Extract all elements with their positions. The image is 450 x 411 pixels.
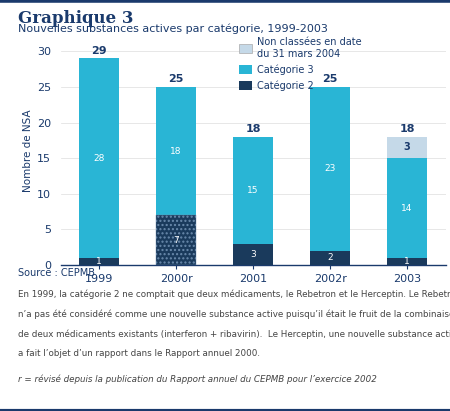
Bar bbox=[233, 137, 273, 244]
Bar bbox=[310, 87, 350, 251]
Bar bbox=[156, 215, 196, 265]
Text: Nouvelles substances actives par catégorie, 1999-2003: Nouvelles substances actives par catégor… bbox=[18, 24, 328, 35]
Text: 18: 18 bbox=[399, 124, 415, 134]
Text: 14: 14 bbox=[401, 203, 413, 212]
Legend: Non classées en date
du 31 mars 2004, Catégorie 3, Catégorie 2: Non classées en date du 31 mars 2004, Ca… bbox=[239, 37, 362, 90]
Text: 3: 3 bbox=[250, 250, 256, 259]
Text: 25: 25 bbox=[168, 74, 184, 84]
Bar bbox=[79, 58, 119, 258]
Text: 7: 7 bbox=[173, 236, 179, 245]
Text: Source : CEPMB: Source : CEPMB bbox=[18, 268, 95, 277]
Text: r = révisé depuis la publication du Rapport annuel du CEPMB pour l’exercice 2002: r = révisé depuis la publication du Rapp… bbox=[18, 375, 377, 384]
Text: 15: 15 bbox=[248, 186, 259, 195]
Bar bbox=[387, 137, 427, 158]
Bar bbox=[156, 87, 196, 215]
Text: 3: 3 bbox=[404, 143, 410, 152]
Text: 29: 29 bbox=[91, 46, 107, 55]
Text: 28: 28 bbox=[94, 154, 105, 163]
Bar bbox=[310, 251, 350, 265]
Bar bbox=[387, 158, 427, 258]
Text: En 1999, la catégorie 2 ne comptait que deux médicaments, le Rebetron et le Herc: En 1999, la catégorie 2 ne comptait que … bbox=[18, 290, 450, 299]
Text: 1: 1 bbox=[404, 257, 410, 266]
Text: n’a pas été considéré comme une nouvelle substance active puisqu’il était le fru: n’a pas été considéré comme une nouvelle… bbox=[18, 309, 450, 319]
Bar bbox=[387, 258, 427, 265]
Bar bbox=[156, 215, 196, 265]
Bar bbox=[79, 258, 119, 265]
Text: de deux médicaments existants (interferon + ribavirin).  Le Herceptin, une nouve: de deux médicaments existants (interfero… bbox=[18, 329, 450, 339]
Text: 1: 1 bbox=[96, 257, 102, 266]
Text: Graphique 3: Graphique 3 bbox=[18, 10, 134, 27]
Text: 18: 18 bbox=[171, 147, 182, 155]
Text: 18: 18 bbox=[245, 124, 261, 134]
Text: 2: 2 bbox=[327, 254, 333, 263]
Text: 23: 23 bbox=[324, 164, 336, 173]
Text: 25: 25 bbox=[322, 74, 338, 84]
Text: a fait l’objet d’un rapport dans le Rapport annuel 2000.: a fait l’objet d’un rapport dans le Rapp… bbox=[18, 349, 260, 358]
Bar bbox=[233, 244, 273, 265]
Y-axis label: Nombre de NSA: Nombre de NSA bbox=[23, 110, 33, 192]
